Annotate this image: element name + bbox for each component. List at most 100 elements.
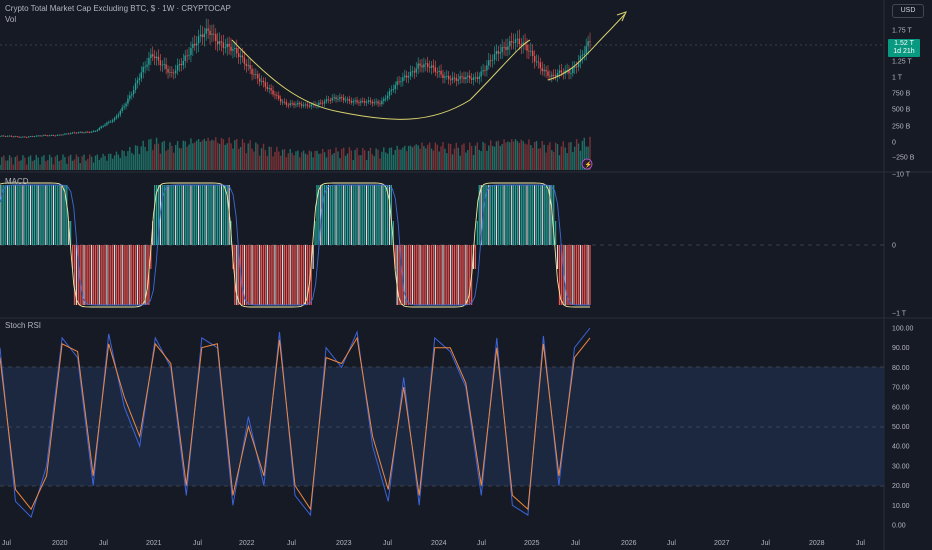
candle-body bbox=[453, 77, 456, 79]
volume-bar bbox=[216, 142, 219, 170]
volume-bar bbox=[106, 160, 108, 170]
currency-selector[interactable]: USD bbox=[892, 4, 924, 18]
candle-body bbox=[178, 63, 181, 66]
macd-bar bbox=[14, 185, 16, 245]
macd-bar bbox=[331, 185, 333, 245]
volume-bar bbox=[43, 155, 45, 170]
volume-bar bbox=[12, 164, 15, 170]
macd-bar bbox=[92, 245, 95, 305]
event-marker-icon[interactable] bbox=[581, 158, 593, 170]
volume-bar bbox=[533, 141, 536, 170]
volume-bar bbox=[455, 142, 458, 170]
volume-bar bbox=[266, 155, 269, 170]
macd-bar bbox=[102, 245, 104, 305]
volume-bar bbox=[377, 149, 379, 170]
candle-body bbox=[375, 101, 377, 103]
candle-body bbox=[304, 104, 307, 106]
macd-axis[interactable]: 0 −1 T bbox=[892, 243, 907, 318]
candle-body bbox=[111, 120, 114, 122]
macd-bar bbox=[524, 185, 526, 245]
candle-body bbox=[381, 100, 383, 104]
macd-bar bbox=[207, 185, 209, 245]
candle-body bbox=[150, 54, 152, 58]
candle-body bbox=[398, 81, 400, 83]
volume-bar bbox=[575, 139, 578, 170]
candle-body bbox=[127, 98, 129, 104]
candle-body bbox=[285, 102, 288, 105]
candle-body bbox=[484, 70, 486, 72]
volume-bar bbox=[173, 152, 175, 170]
candle-body bbox=[516, 38, 519, 40]
volume-bar bbox=[335, 147, 337, 170]
volume-bar bbox=[29, 155, 32, 170]
macd-bar bbox=[10, 185, 13, 245]
candle-body bbox=[199, 34, 202, 37]
last-price-badge[interactable]: 1.52 T 1d 21h bbox=[888, 39, 920, 57]
volume-bar bbox=[509, 142, 511, 170]
macd-bar bbox=[68, 221, 70, 245]
volume-bar bbox=[428, 142, 431, 170]
macd-bar bbox=[31, 185, 34, 245]
volume-bar bbox=[113, 155, 116, 170]
last-price-value: 1.52 T bbox=[894, 40, 914, 47]
volume-bar bbox=[249, 140, 251, 170]
macd-bar bbox=[493, 185, 496, 245]
macd-bar bbox=[26, 185, 28, 245]
volume-bar bbox=[247, 143, 249, 170]
volume-bar bbox=[26, 164, 28, 170]
volume-bar bbox=[381, 151, 383, 170]
candle-body bbox=[583, 53, 585, 56]
volume-bar bbox=[394, 150, 396, 170]
macd-bar bbox=[217, 185, 219, 245]
candle-body bbox=[48, 135, 51, 137]
time-axis[interactable]: Jul 2020 Jul 2021 Jul 2022 Jul 2023 Jul 2024 Jul 20… bbox=[2, 540, 865, 547]
volume-bar bbox=[161, 142, 163, 170]
volume-bar bbox=[90, 156, 93, 170]
stoch-axis[interactable]: 100.00 90.00 80.00 70.00 60.00 50.00 40.00 30.0… bbox=[892, 326, 914, 530]
volume-bar bbox=[138, 154, 141, 170]
macd-bar bbox=[131, 245, 133, 305]
macd-bar bbox=[203, 185, 205, 245]
macd-bar bbox=[77, 245, 79, 305]
candle-body bbox=[499, 52, 501, 54]
macd-bar bbox=[287, 245, 289, 305]
volume-bar bbox=[417, 145, 419, 170]
candle-body bbox=[528, 50, 530, 52]
candle-body bbox=[115, 116, 118, 119]
volume-bar bbox=[144, 146, 146, 170]
candle-body bbox=[589, 41, 591, 43]
macd-bar bbox=[547, 185, 549, 245]
macd-bar bbox=[0, 185, 1, 245]
volume-bar bbox=[108, 153, 110, 170]
candle-body bbox=[491, 59, 494, 61]
candle-body bbox=[365, 101, 368, 103]
volume-bar bbox=[446, 153, 448, 170]
time-tick-label: Jul bbox=[477, 540, 486, 547]
macd-bar bbox=[325, 185, 328, 245]
volume-bar bbox=[150, 138, 152, 170]
candle-body bbox=[535, 61, 538, 63]
macd-bar bbox=[360, 185, 362, 245]
volume-bar bbox=[514, 139, 517, 170]
candle-body bbox=[299, 103, 301, 105]
candle-body bbox=[83, 132, 85, 134]
candle-body bbox=[541, 68, 543, 72]
macd-bar bbox=[215, 185, 217, 245]
candle-body bbox=[43, 135, 45, 136]
candle-body bbox=[295, 104, 297, 106]
candle-body bbox=[174, 70, 177, 74]
volume-bar bbox=[554, 142, 557, 170]
candle-body bbox=[47, 135, 49, 137]
macd-bar bbox=[322, 185, 324, 245]
volume-bar bbox=[386, 153, 389, 170]
volume-bar bbox=[220, 138, 223, 170]
volume-bar bbox=[299, 157, 301, 170]
volume-bar bbox=[174, 145, 177, 170]
candle-body bbox=[331, 98, 333, 101]
candle-body bbox=[306, 104, 309, 106]
volume-bar bbox=[131, 152, 133, 170]
volume-bar bbox=[545, 152, 547, 170]
volume-bar bbox=[83, 154, 85, 170]
candle-body bbox=[291, 103, 293, 105]
